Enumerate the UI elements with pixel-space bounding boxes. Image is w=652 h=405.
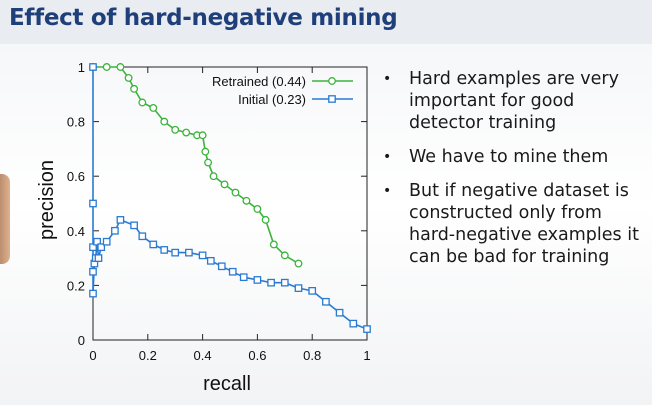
legend-label: Initial (0.23) <box>238 92 306 107</box>
data-point <box>204 158 213 167</box>
data-point <box>102 237 111 246</box>
data-point <box>269 240 278 249</box>
data-point <box>116 63 125 71</box>
y-tick-label: 0.8 <box>67 115 85 130</box>
data-point <box>322 297 330 306</box>
x-tick-label: 0.4 <box>194 348 212 363</box>
data-point <box>124 73 133 82</box>
data-point <box>239 273 248 282</box>
data-point <box>93 237 101 246</box>
bullet-dot-icon: • <box>383 149 392 165</box>
data-point <box>294 284 303 292</box>
data-point <box>149 240 158 249</box>
data-point <box>253 205 262 213</box>
x-tick-label: 1 <box>363 348 370 363</box>
x-tick-label: 0.6 <box>248 348 266 363</box>
legend-marker <box>328 77 336 85</box>
chart-legend: Retrained (0.44) Initial (0.23) <box>212 74 353 107</box>
x-tick-label: 0 <box>89 348 96 363</box>
slide-header: Effect of hard-negative mining <box>0 0 652 44</box>
speaker-photo-edge <box>0 174 10 264</box>
series-square <box>89 63 371 333</box>
data-point <box>242 196 251 205</box>
bullet-text: But if negative dataset is constructed o… <box>409 181 639 267</box>
bullet-dot-icon: • <box>383 183 392 199</box>
legend-marker <box>328 95 336 103</box>
data-point <box>171 125 180 134</box>
slide-content <box>0 44 652 405</box>
y-tick-label: 0 <box>78 333 85 348</box>
y-tick-label: 0.2 <box>67 278 85 293</box>
y-tick-label: 0.6 <box>67 169 85 184</box>
bullet-dot-icon: • <box>383 71 392 87</box>
data-point <box>228 267 237 276</box>
data-point <box>160 246 169 254</box>
x-tick-label: 0.8 <box>303 348 321 363</box>
slide-title: Effect of hard-negative mining <box>9 5 398 31</box>
data-point <box>89 199 97 208</box>
bullet-item: • We have to mine them <box>383 146 645 168</box>
data-point <box>206 256 215 265</box>
data-point <box>209 172 218 181</box>
data-point <box>111 226 119 235</box>
bullet-item: • Hard examples are very important for go… <box>383 68 645 134</box>
data-point <box>220 180 229 189</box>
bullet-text: Hard examples are very important for goo… <box>409 69 619 133</box>
data-point <box>363 325 371 333</box>
y-tick-label: 0.4 <box>67 224 85 239</box>
x-axis-label: recall <box>203 373 251 395</box>
y-tick-label: 1 <box>78 60 85 75</box>
data-point <box>198 251 207 260</box>
data-point <box>116 216 125 224</box>
data-point <box>149 103 158 112</box>
series-line <box>92 67 368 330</box>
x-tick-label: 0.2 <box>139 348 157 363</box>
bullet-list: • Hard examples are very important for go… <box>383 68 645 280</box>
data-point <box>130 84 139 93</box>
data-point <box>182 128 191 137</box>
data-point <box>231 188 240 197</box>
data-point <box>89 289 97 298</box>
data-point <box>94 254 103 262</box>
data-point <box>185 248 193 257</box>
y-axis-label: precision <box>36 160 58 240</box>
data-point <box>217 262 226 271</box>
pr-chart: 0 0.2 0.4 0.6 0.8 1 0 0.2 0.4 0.6 0.8 1 recall prec… <box>36 60 371 395</box>
data-point <box>89 267 97 276</box>
data-point <box>198 131 207 140</box>
data-point <box>280 278 289 287</box>
data-point <box>280 251 289 260</box>
bullet-text: We have to mine them <box>409 147 609 167</box>
data-point <box>171 248 180 257</box>
data-point <box>138 232 147 241</box>
data-point <box>267 278 275 287</box>
data-point <box>308 287 317 295</box>
bullet-item: • But if negative dataset is constructed … <box>383 180 645 268</box>
data-point <box>97 243 106 252</box>
data-point <box>160 117 169 126</box>
data-point <box>89 243 97 252</box>
data-point <box>130 221 138 230</box>
data-point <box>335 308 344 317</box>
data-point <box>261 215 270 224</box>
data-point <box>349 319 358 328</box>
data-point <box>253 276 262 284</box>
legend-label: Retrained (0.44) <box>212 74 306 89</box>
data-point <box>201 147 210 156</box>
data-point <box>138 98 147 107</box>
data-point <box>102 63 111 71</box>
data-point <box>294 259 303 268</box>
data-point <box>89 63 97 71</box>
